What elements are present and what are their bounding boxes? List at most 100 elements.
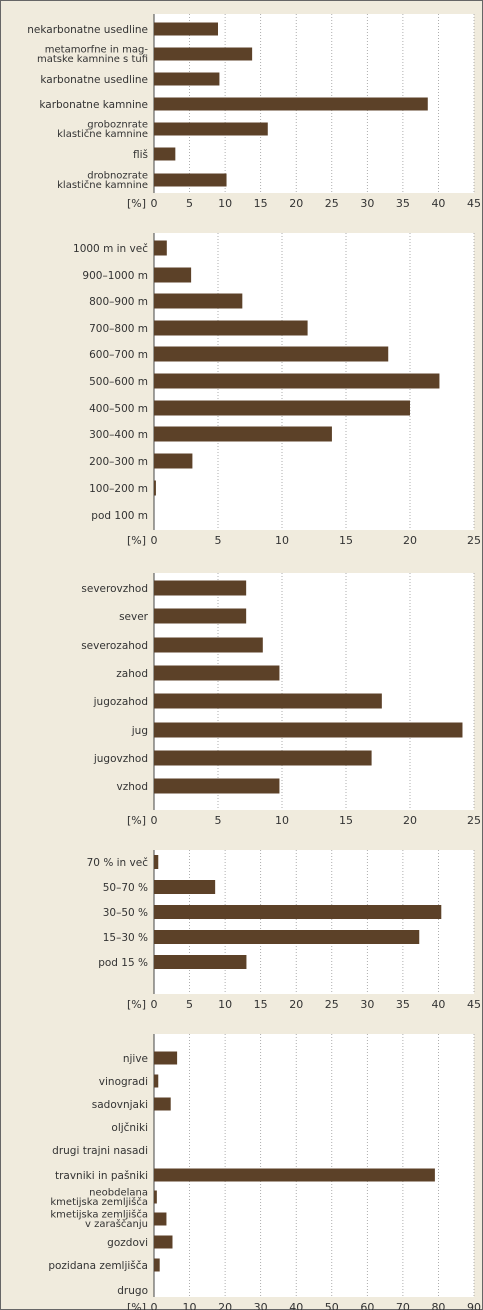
bar	[154, 1097, 171, 1111]
tick-label: 0	[151, 534, 158, 547]
category-label: fliš	[133, 149, 148, 161]
tick-label: 20	[218, 1301, 232, 1310]
tick-label: 20	[403, 814, 417, 827]
bar	[154, 22, 218, 36]
bar	[154, 97, 428, 111]
category-label: 700–800 m	[89, 323, 148, 335]
chart-panel-4: 70 % in več 50–70 % 30–50 % 15–30 % pod 15 %…	[87, 850, 481, 1011]
category-label: metamorfne in mag-	[45, 44, 149, 55]
bar	[154, 293, 243, 309]
bar	[154, 930, 420, 944]
bar	[154, 480, 156, 496]
tick-label: 10	[183, 1301, 197, 1310]
tick-label: 5	[186, 998, 193, 1011]
category-label: drobnozrate	[87, 170, 148, 181]
plot-area	[154, 1034, 474, 1297]
category-label: pod 15 %	[98, 957, 148, 969]
category-label: zahod	[116, 668, 148, 680]
category-label: drugo	[117, 1285, 148, 1297]
category-label: groboznrate	[87, 119, 148, 130]
bar	[154, 122, 268, 136]
bar	[154, 1074, 159, 1088]
tick-label: 90	[467, 1301, 481, 1310]
tick-label: 0	[151, 814, 158, 827]
category-label: 1000 m in več	[73, 243, 148, 255]
tick-label: 20	[289, 998, 303, 1011]
bar	[154, 267, 192, 283]
category-label: njive	[123, 1053, 148, 1065]
category-label: 50–70 %	[103, 882, 148, 894]
category-label: klastične kamnine	[57, 128, 148, 140]
tick-label: 5	[215, 814, 222, 827]
tick-label: 15	[254, 998, 268, 1011]
bar	[154, 240, 167, 256]
tick-label: 25	[325, 197, 339, 210]
category-label: kmetijska zemljišča	[50, 1208, 148, 1220]
category-label: oljčniki	[111, 1122, 148, 1134]
category-label: jugovzhod	[93, 753, 148, 765]
bar	[154, 955, 247, 969]
category-label: vinogradi	[99, 1076, 148, 1088]
bar	[154, 320, 308, 336]
tick-label: 40	[431, 998, 445, 1011]
tick-label: 35	[396, 998, 410, 1011]
tick-label: 70	[396, 1301, 410, 1310]
chart-panel-1: nekarbonatne usedline metamorfne in mag-m…	[27, 14, 481, 210]
unit-label: [%]	[127, 197, 146, 210]
category-label: jugozahod	[93, 696, 148, 708]
tick-label: 50	[325, 1301, 339, 1310]
bar	[154, 400, 410, 416]
bar	[154, 608, 247, 624]
category-label: sadovnjaki	[92, 1099, 148, 1111]
tick-label: 5	[186, 197, 193, 210]
bar	[154, 426, 332, 442]
bar	[154, 346, 389, 362]
tick-label: 30	[254, 1301, 268, 1310]
category-label: 100–200 m	[89, 483, 148, 495]
tick-label: 25	[467, 534, 481, 547]
tick-label: 80	[431, 1301, 445, 1310]
category-label: 70 % in več	[87, 857, 149, 869]
bar	[154, 1051, 178, 1065]
tick-label: 10	[275, 814, 289, 827]
tick-label: 25	[325, 998, 339, 1011]
category-label: severovzhod	[81, 583, 148, 595]
tick-label: 35	[396, 197, 410, 210]
chart-panel-2: 1000 m in več 900–1000 m 800–900 m 700–800 …	[73, 233, 481, 547]
category-label: neobdelana	[89, 1187, 148, 1198]
category-label: 300–400 m	[89, 429, 148, 441]
category-label: 400–500 m	[89, 403, 148, 415]
bar	[154, 147, 176, 161]
category-label: pod 100 m	[91, 510, 148, 522]
tick-label: 20	[403, 534, 417, 547]
bar	[154, 1235, 173, 1249]
tick-label: 20	[289, 197, 303, 210]
category-label: drugi trajni nasadi	[52, 1145, 148, 1157]
bar	[154, 47, 253, 61]
bar	[154, 880, 216, 894]
tick-label: 30	[360, 998, 374, 1011]
plot-area	[154, 850, 474, 994]
unit-label: [%]	[127, 534, 146, 547]
bar	[154, 453, 193, 469]
category-label: karbonatne usedline	[40, 74, 148, 86]
tick-label: 30	[360, 197, 374, 210]
bar	[154, 580, 247, 596]
category-label: 15–30 %	[103, 932, 148, 944]
category-label: karbonatne kamnine	[39, 99, 148, 111]
category-label: severozahod	[81, 640, 148, 652]
bar	[154, 778, 280, 794]
category-label: sever	[119, 611, 149, 623]
tick-label: 25	[467, 814, 481, 827]
tick-label: 15	[254, 197, 268, 210]
bar	[154, 1190, 157, 1204]
category-label: 30–50 %	[103, 907, 148, 919]
bar	[154, 72, 220, 86]
bar	[154, 1168, 435, 1182]
category-label: 800–900 m	[89, 296, 148, 308]
unit-label: [%]	[127, 1301, 146, 1310]
category-label: 600–700 m	[89, 349, 148, 361]
tick-label: 0	[151, 1301, 158, 1310]
bar	[154, 1212, 167, 1226]
